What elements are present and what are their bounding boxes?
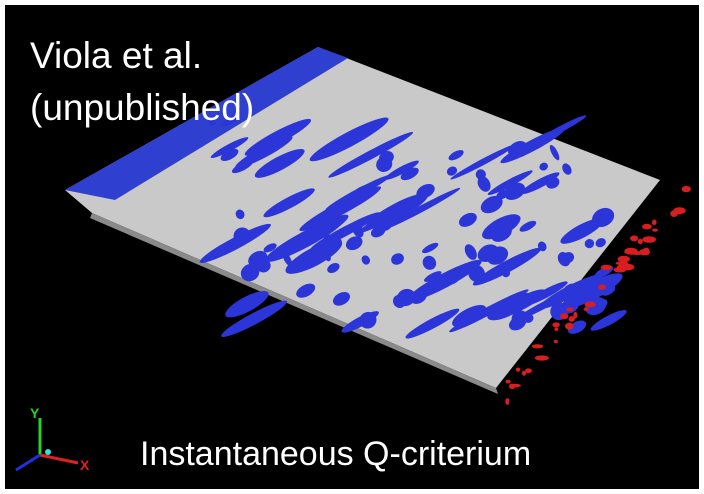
vortex-blob [554, 340, 558, 343]
vortex-blob [601, 265, 613, 270]
vortex-blob [614, 267, 627, 272]
origin [45, 449, 51, 455]
vortex-blob [584, 307, 589, 311]
vortex-blob [652, 220, 657, 226]
page: Viola et al. (unpublished) Instantaneous… [0, 0, 704, 494]
vortex-blob [643, 248, 649, 252]
vortex-blob [638, 239, 643, 244]
caption-line2: (unpublished) [30, 87, 254, 128]
x-label: X [80, 457, 90, 473]
vortex-blob [598, 284, 606, 289]
vortex-blob [535, 355, 549, 360]
vortex-blob [670, 210, 678, 217]
vortex-blob [630, 251, 643, 255]
render: Viola et al. (unpublished) Instantaneous… [0, 0, 704, 494]
vortex-blob [642, 224, 652, 230]
vortex-blob [506, 380, 511, 384]
vortex-blob [554, 327, 558, 331]
vortex-blob [552, 322, 560, 327]
vortex-blob [532, 344, 544, 348]
vortex-blob [560, 313, 568, 319]
vortex-blob [525, 368, 532, 373]
caption-line1: Viola et al. [30, 35, 202, 76]
vortex-blob [505, 398, 509, 405]
y-label: Y [30, 405, 40, 421]
vortex-blob [652, 229, 658, 232]
vortex-blob [642, 236, 656, 243]
vortex-blob [565, 323, 574, 330]
vortex-blob [630, 235, 638, 241]
vortex-blob [618, 256, 630, 263]
vortex-blob [566, 307, 574, 311]
vortex-blob [569, 316, 575, 322]
vortex-blob [510, 384, 521, 387]
vortex-blob [516, 368, 520, 372]
label: Instantaneous Q-criterium [140, 435, 531, 473]
vortex-blob [585, 302, 596, 308]
vortex-blob [682, 186, 691, 192]
